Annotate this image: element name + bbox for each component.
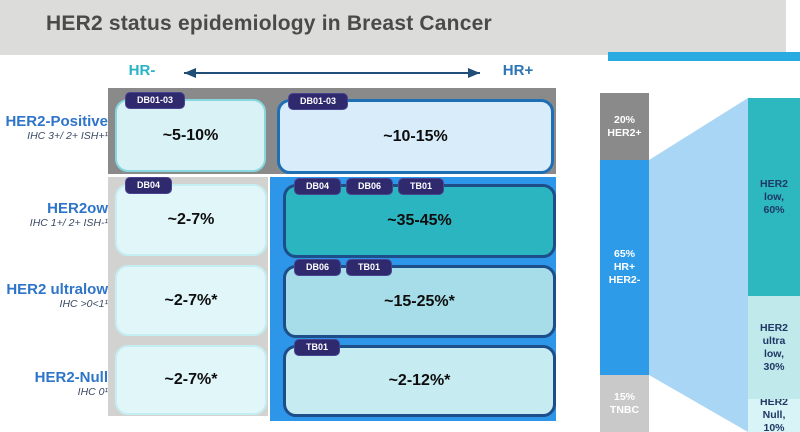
study-tag: TB01 — [346, 259, 393, 276]
prevalence-value: ~2-7% — [167, 211, 215, 228]
study-tags: DB04 — [125, 177, 173, 194]
bar-segment-her2-null: HER2 Null, 10% — [748, 399, 800, 432]
study-tags: DB01-03 — [288, 93, 349, 110]
study-tag: DB04 — [125, 177, 173, 194]
row-subtitle: IHC 0¹ — [77, 386, 108, 398]
row-subtitle: IHC >0<1¹ — [59, 298, 108, 310]
flow-connector — [649, 98, 748, 432]
prevalence-value: ~2-7%* — [164, 291, 218, 309]
her2-null-hrpos-box: TB01 ~2-12%* — [283, 339, 556, 417]
segment-label: HER2 ultra low, 30% — [759, 321, 788, 373]
prevalence-value: ~35-45% — [387, 212, 452, 229]
row-name: HER2 ultralow — [6, 281, 108, 298]
row-name: HER2-Null — [34, 369, 108, 386]
her2-ultralow-hrneg-box: ~2-7%* — [115, 265, 267, 336]
her2-null-hrneg-box: ~2-7%* — [115, 345, 267, 415]
segment-label: HER2 Null, 10% — [759, 399, 788, 432]
accent-bar — [608, 52, 800, 61]
hr-negative-label: HR- — [128, 62, 156, 79]
segment-label: 15% TNBC — [609, 390, 640, 416]
hr-axis-arrow-icon — [184, 68, 480, 78]
prevalence-value: ~15-25%* — [384, 292, 455, 310]
hr-positive-label: HR+ — [502, 62, 534, 79]
row-subtitle: IHC 3+/ 2+ ISH+¹ — [27, 130, 108, 142]
prevalence-value: ~10-15% — [383, 127, 448, 145]
study-tag: TB01 — [398, 178, 445, 195]
bar-segment-hrpos-her2neg: 65% HR+ HER2- — [600, 160, 649, 375]
segment-label: HER2 low, 60% — [759, 177, 788, 216]
row-label-her2-null: HER2-Null IHC 0¹ — [0, 369, 108, 399]
bar-segment-her2-low: HER2 low, 60% — [748, 98, 800, 296]
segment-label: 65% HR+ HER2- — [608, 248, 641, 286]
her2-positive-hrneg-box: DB01-03 ~5-10% — [115, 92, 266, 172]
row-label-her2-ultralow: HER2 ultralow IHC >0<1¹ — [0, 281, 108, 311]
study-tag: DB04 — [294, 178, 342, 195]
row-name: HER2ow — [47, 200, 108, 217]
study-tag: DB06 — [294, 259, 342, 276]
prevalence-value: ~2-7%* — [164, 371, 218, 388]
study-tag: DB01-03 — [125, 92, 186, 109]
study-tag: TB01 — [294, 339, 341, 356]
her2-low-hrpos-box: DB04 DB06 TB01 ~35-45% — [283, 178, 556, 258]
bar-segment-tnbc: 15% TNBC — [600, 375, 649, 432]
bar-segment-her2-ultralow: HER2 ultra low, 30% — [748, 296, 800, 399]
study-tags: TB01 — [294, 339, 341, 356]
study-tag: DB06 — [346, 178, 394, 195]
row-name: HER2-Positive — [5, 113, 108, 130]
her2-ultralow-hrpos-box: DB06 TB01 ~15-25%* — [283, 259, 556, 338]
page-title: HER2 status epidemiology in Breast Cance… — [46, 12, 492, 35]
title-band — [0, 0, 786, 55]
bar-segment-her2-positive: 20% HER2+ — [600, 93, 649, 160]
row-label-her2-positive: HER2-Positive IHC 3+/ 2+ ISH+¹ — [0, 113, 108, 143]
row-subtitle: IHC 1+/ 2+ ISH-¹ — [29, 217, 108, 229]
prevalence-value: ~5-10% — [162, 126, 219, 144]
study-tags: DB06 TB01 — [294, 259, 393, 276]
row-label-her2-low: HER2ow IHC 1+/ 2+ ISH-¹ — [0, 200, 108, 230]
study-tag: DB01-03 — [288, 93, 349, 110]
segment-label: 20% HER2+ — [607, 113, 642, 139]
study-tags: DB04 DB06 TB01 — [294, 178, 445, 195]
prevalence-value: ~2-12%* — [388, 372, 451, 389]
her2-low-hrneg-box: DB04 ~2-7% — [115, 177, 267, 256]
her2-positive-hrpos-box: DB01-03 ~10-15% — [277, 93, 554, 174]
study-tags: DB01-03 — [125, 92, 186, 109]
